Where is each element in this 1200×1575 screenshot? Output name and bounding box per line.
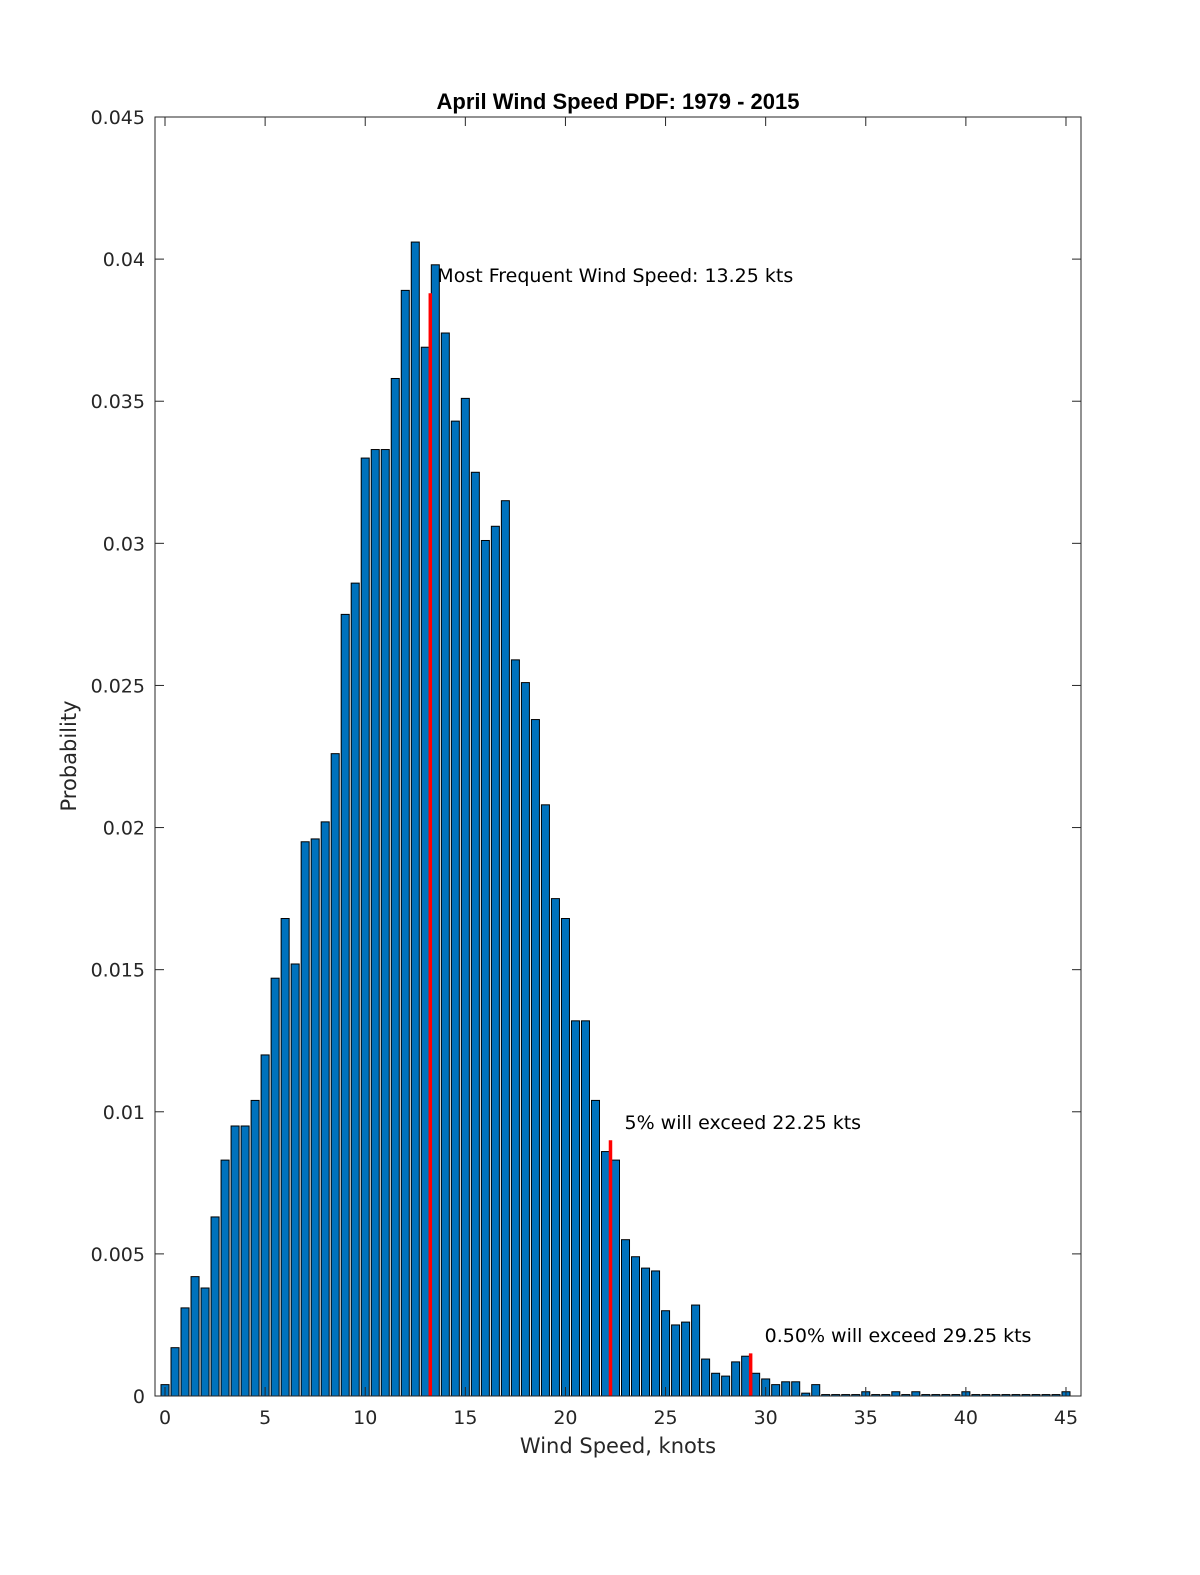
bar [280,918,290,1397]
bar [671,1324,681,1397]
bar [540,804,550,1397]
y-tick-label: 0.035 [91,391,145,413]
plot-frame [154,116,1082,1397]
bar [891,1391,901,1397]
bar [360,457,370,1397]
x-tick-label: 0 [159,1407,171,1429]
bar [260,1054,270,1397]
bar [170,1347,180,1397]
bar [570,1020,580,1397]
bar [180,1307,190,1397]
x-tick-label: 5 [259,1407,271,1429]
bar [400,289,410,1397]
markers [428,293,753,1396]
bar [751,1372,761,1397]
marker-annotation: 0.50% will exceed 29.25 kts [765,1325,1032,1347]
y-axis: 0 0.005 0.01 0.015 0.02 0.025 0.03 0.035 0.04 0.0… [91,107,1081,1408]
bar [741,1355,751,1397]
bar [641,1267,651,1397]
bar [190,1276,200,1397]
bar [661,1310,671,1397]
bar [390,377,400,1397]
bar [610,1159,620,1397]
y-axis-label: Probability [57,700,81,811]
bar [290,963,300,1397]
bar [590,1099,600,1397]
bar [410,241,420,1397]
x-axis: 0 5 10 15 20 25 30 35 40 45 [159,117,1078,1429]
bar [340,613,350,1397]
bar [210,1216,220,1397]
bar [350,582,360,1397]
bar [370,449,380,1397]
bar [681,1321,691,1397]
bar [550,898,560,1397]
bar [310,838,320,1397]
bar [240,1125,250,1397]
y-tick-label: 0 [133,1386,145,1408]
y-tick-label: 0.005 [91,1244,145,1266]
x-axis-label: Wind Speed, knots [520,1434,716,1458]
bar [250,1099,260,1397]
y-tick-label: 0.01 [103,1102,145,1124]
bar [530,719,540,1397]
bar [480,539,490,1397]
bar [270,977,280,1397]
marker-annotation: 5% will exceed 22.25 kts [625,1112,862,1134]
y-tick-label: 0.02 [103,818,145,840]
bar [220,1159,230,1397]
y-tick-label: 0.03 [103,533,145,555]
bar [460,397,470,1397]
annotations: Most Frequent Wind Speed: 13.25 kts 5% wi… [437,265,1031,1347]
bar [300,841,310,1397]
bar [771,1384,781,1397]
bar [380,449,390,1397]
bar [510,659,520,1397]
x-tick-label: 20 [553,1407,577,1429]
bar [791,1381,801,1397]
x-tick-label: 40 [954,1407,978,1429]
bar [230,1125,240,1397]
x-tick-label: 35 [854,1407,878,1429]
bar [430,264,440,1397]
bar [420,346,430,1397]
bar [440,332,450,1397]
bar [781,1381,791,1397]
y-tick-label: 0.015 [91,960,145,982]
x-tick-label: 45 [1054,1407,1078,1429]
bar [580,1020,590,1397]
bar [500,500,510,1397]
bar [911,1391,921,1397]
bar [450,420,460,1397]
x-tick-label: 30 [754,1407,778,1429]
x-tick-label: 15 [453,1407,477,1429]
bar [731,1361,741,1397]
bar [600,1151,610,1397]
bar [651,1270,661,1397]
bar [200,1287,210,1397]
bars [160,241,1071,1397]
bar [520,682,530,1397]
x-tick-label: 25 [653,1407,677,1429]
bar [470,471,480,1397]
bar [811,1384,821,1397]
y-tick-label: 0.045 [91,107,145,129]
y-tick-label: 0.025 [91,675,145,697]
y-tick-label: 0.04 [103,249,145,271]
chart-title: April Wind Speed PDF: 1979 - 2015 [437,89,800,114]
bar [621,1239,631,1397]
bar [691,1304,701,1397]
x-tick-label: 10 [353,1407,377,1429]
bar [320,821,330,1397]
bar [330,753,340,1397]
bar [721,1375,731,1397]
bar [631,1256,641,1397]
bar [711,1372,721,1397]
bar [701,1358,711,1397]
bar [560,918,570,1397]
marker-annotation: Most Frequent Wind Speed: 13.25 kts [437,265,793,287]
bar [490,525,500,1397]
